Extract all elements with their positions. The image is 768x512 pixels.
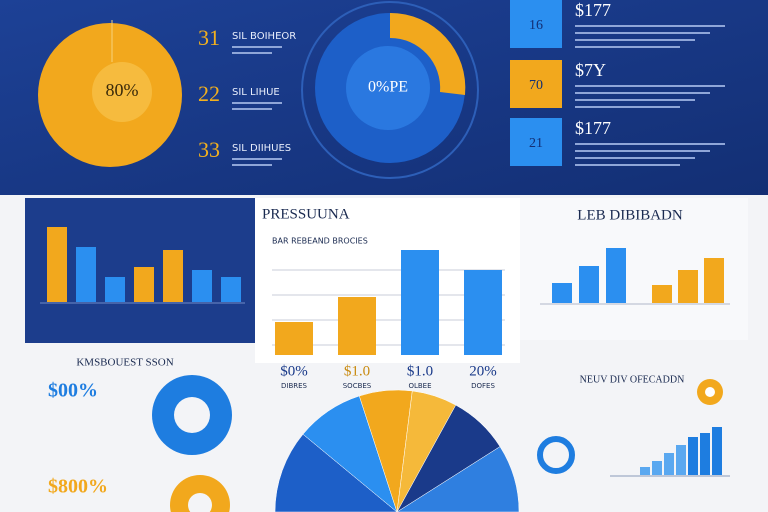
bar-sublabel: DIBRES xyxy=(281,382,308,390)
bottom-right-title: NEUV DIV OFECADDN xyxy=(580,374,685,385)
small-donut-hole xyxy=(705,387,715,397)
right-title: LEB DIBIBADN xyxy=(577,207,683,223)
text-line xyxy=(575,143,725,145)
box-value: $177 xyxy=(575,118,611,138)
text-line xyxy=(232,46,282,48)
box xyxy=(510,60,562,108)
bar xyxy=(606,248,626,303)
box xyxy=(510,0,562,48)
item-text: SIL LIHUE xyxy=(232,87,280,98)
text-line xyxy=(575,99,695,101)
stat: $00% xyxy=(48,380,98,402)
bar xyxy=(676,445,686,475)
bar xyxy=(192,270,212,302)
bar xyxy=(664,453,674,475)
bar xyxy=(464,270,502,355)
text-line xyxy=(575,164,680,166)
bar xyxy=(134,267,154,302)
box-number: 16 xyxy=(529,18,543,33)
text-line xyxy=(232,108,272,110)
box xyxy=(510,118,562,166)
text-line xyxy=(575,85,725,87)
text-line xyxy=(575,157,695,159)
item-number: 33 xyxy=(198,137,220,162)
pie-label: 0%PE xyxy=(368,79,408,96)
bar-label: 20% xyxy=(469,363,497,379)
bar xyxy=(163,250,183,302)
bar-sublabel: SOCBES xyxy=(343,382,372,390)
item-text: SIL DIIHUES xyxy=(232,143,291,154)
box-value: $177 xyxy=(575,0,611,20)
donut-hole xyxy=(174,397,210,433)
pie-arc xyxy=(390,12,466,96)
bar xyxy=(704,258,724,303)
bar xyxy=(76,247,96,302)
bar xyxy=(640,467,650,475)
item-number: 22 xyxy=(198,81,220,106)
pie-slice xyxy=(274,433,398,512)
bottom-left-title: KMSBOUEST SSON xyxy=(76,357,173,369)
bar xyxy=(688,437,698,475)
text-line xyxy=(575,150,710,152)
bar xyxy=(652,461,662,475)
bar xyxy=(338,297,376,355)
bar-label: $1.0 xyxy=(344,363,370,379)
bar xyxy=(105,277,125,302)
bar xyxy=(712,427,722,475)
bar xyxy=(652,285,672,303)
pie-center xyxy=(346,46,430,130)
bar xyxy=(579,266,599,303)
bar-label: $0% xyxy=(280,363,308,379)
pie-ring xyxy=(301,1,479,179)
text-line xyxy=(232,102,282,104)
bar-sublabel: OLBEE xyxy=(408,382,431,390)
text-line xyxy=(575,92,710,94)
text-line xyxy=(575,25,725,27)
bar xyxy=(678,270,698,303)
inner-circle xyxy=(92,62,152,122)
bar xyxy=(700,433,710,475)
box-value: $7Y xyxy=(575,60,606,80)
text-line xyxy=(232,164,272,166)
circle-label: 80% xyxy=(106,80,139,100)
text-line xyxy=(575,46,680,48)
text-line xyxy=(575,32,710,34)
text-line xyxy=(575,39,695,41)
bar xyxy=(401,250,439,355)
bar xyxy=(275,322,313,355)
box-number: 21 xyxy=(529,136,543,151)
bar-sublabel: DOFES xyxy=(471,382,495,390)
text-line xyxy=(232,158,282,160)
center-title: PRESSUUNA xyxy=(262,206,350,222)
donut-2-hole xyxy=(188,493,212,512)
center-subtitle: BAR REBEAND BROCIES xyxy=(272,237,368,246)
bar xyxy=(221,277,241,302)
text-line xyxy=(575,106,680,108)
ring xyxy=(537,436,575,474)
bar xyxy=(552,283,572,303)
box-number: 70 xyxy=(529,78,543,93)
item-number: 31 xyxy=(198,25,220,50)
stat: $800% xyxy=(48,476,108,498)
item-text: SIL BOIHEOR xyxy=(232,31,296,42)
bar-label: $1.0 xyxy=(407,363,433,379)
text-line xyxy=(232,52,272,54)
bar xyxy=(47,227,67,302)
